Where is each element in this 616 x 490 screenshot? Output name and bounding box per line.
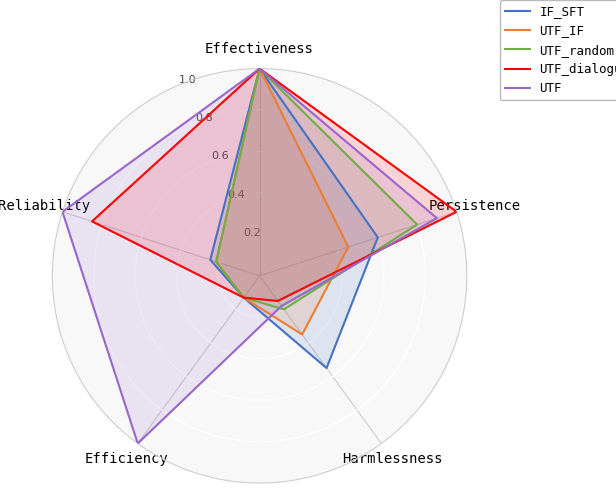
Polygon shape — [216, 69, 348, 335]
Polygon shape — [62, 69, 437, 443]
Polygon shape — [216, 69, 417, 309]
Legend: IF_SFT, UTF_IF, UTF_random, UTF_dialogue, UTF: IF_SFT, UTF_IF, UTF_random, UTF_dialogue… — [500, 0, 616, 100]
Polygon shape — [210, 69, 378, 368]
Polygon shape — [92, 69, 456, 301]
